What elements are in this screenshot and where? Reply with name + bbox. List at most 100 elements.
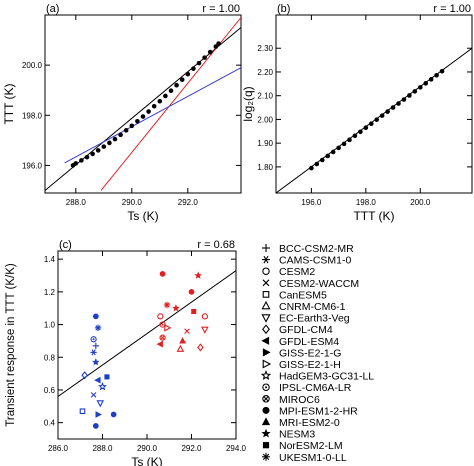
data-point bbox=[374, 117, 380, 122]
data-point bbox=[101, 144, 107, 149]
data-point bbox=[407, 93, 412, 98]
x-tick-label: 196.0 bbox=[301, 198, 322, 207]
legend-entry: GISS-E2-1-H bbox=[262, 359, 341, 371]
fit-line bbox=[276, 47, 472, 193]
x-tick-label: 292.0 bbox=[181, 444, 202, 453]
legend-marker bbox=[260, 370, 272, 381]
model-point bbox=[159, 271, 166, 277]
legend-label: MPI-ESM1-2-HR bbox=[279, 405, 358, 417]
legend-marker bbox=[262, 348, 271, 357]
x-tick-label: 294.0 bbox=[226, 444, 247, 453]
y-tick-label: 1.80 bbox=[257, 163, 273, 172]
model-point bbox=[92, 313, 99, 320]
y-tick-label: 1.0 bbox=[44, 321, 56, 330]
data-point bbox=[363, 125, 369, 131]
legend-entry: CAMS-CSM1-0 bbox=[262, 255, 352, 267]
data-point bbox=[216, 41, 221, 46]
x-axis-label: Ts (K) bbox=[127, 209, 158, 223]
x-tick-label: 290.0 bbox=[137, 444, 158, 453]
model-point bbox=[90, 349, 97, 356]
legend-marker bbox=[262, 267, 270, 275]
legend-label: CNRM-CM6-1 bbox=[279, 301, 346, 313]
data-point bbox=[196, 60, 202, 66]
model-point bbox=[94, 324, 102, 332]
panel-b: 196.0 198.0 200.0 1.80 1.90 2.00 2.10 2.20 2.30 (… bbox=[241, 3, 473, 223]
legend-marker bbox=[261, 428, 271, 438]
data-point bbox=[330, 149, 336, 155]
legend-label: CAMS-CSM1-0 bbox=[279, 255, 352, 267]
panel-label: (b) bbox=[277, 3, 290, 15]
y-tick-label: 0.4 bbox=[44, 419, 56, 428]
legend-label: EC-Earth3-Veg bbox=[279, 313, 350, 325]
model-point bbox=[104, 374, 110, 380]
panel-c: 286.0 288.0 290.0 292.0 294.0 0.4 0.6 0.8 1.0 1.2… bbox=[5, 239, 247, 466]
model-point bbox=[172, 304, 180, 312]
data-point bbox=[146, 109, 151, 114]
model-point bbox=[96, 400, 105, 408]
legend-label: HadGEM3-GC31-LL bbox=[279, 371, 374, 383]
x-tick-label: 286.0 bbox=[48, 444, 69, 453]
y-axis-label: log₂(q) bbox=[241, 86, 255, 121]
data-point bbox=[185, 71, 191, 77]
legend-entry: MRI-ESM2-0 bbox=[261, 417, 340, 429]
legend-label: GFDL-CM4 bbox=[279, 324, 333, 336]
y-tick-label: 2.20 bbox=[257, 68, 273, 77]
model-point bbox=[95, 411, 102, 418]
x-tick-label: 288.0 bbox=[92, 444, 113, 453]
data-point bbox=[325, 153, 331, 159]
data-point bbox=[123, 128, 129, 133]
data-point bbox=[417, 85, 423, 90]
legend-marker bbox=[262, 359, 272, 369]
legend-label: MRI-ESM2-0 bbox=[279, 417, 340, 429]
legend-marker bbox=[262, 255, 270, 264]
y-tick-label: 196.0 bbox=[22, 161, 43, 170]
model-point bbox=[79, 408, 86, 414]
legend-entry: NorESM2-LM bbox=[262, 440, 343, 452]
model-point bbox=[201, 326, 209, 334]
r-label: r = 1.00 bbox=[433, 3, 471, 15]
model-point bbox=[90, 392, 97, 398]
legend-marker bbox=[262, 442, 270, 449]
y-tick-label: 1.90 bbox=[257, 139, 273, 148]
plot-frame bbox=[44, 14, 242, 194]
y-axis-label: TTT (K) bbox=[2, 83, 16, 124]
model-point bbox=[90, 336, 97, 343]
panel-label: (a) bbox=[46, 3, 59, 15]
y-tick-label: 1.4 bbox=[44, 255, 56, 264]
y-axis-label: Transient response in TTT (K/K) bbox=[5, 263, 17, 427]
model-point bbox=[179, 337, 186, 344]
data-point bbox=[174, 82, 179, 88]
x-tick-label: 290.0 bbox=[122, 198, 143, 207]
model-point bbox=[94, 376, 101, 384]
data-point bbox=[213, 44, 219, 49]
legend-label: CanESM5 bbox=[279, 289, 327, 301]
legend-label: GFDL-ESM4 bbox=[279, 336, 339, 348]
y-tick-label: 198.0 bbox=[22, 111, 43, 120]
data-point bbox=[358, 129, 363, 135]
data-point bbox=[95, 148, 101, 153]
data-point bbox=[168, 88, 174, 94]
data-point bbox=[423, 81, 429, 86]
legend-entry: MPI-ESM1-2-HR bbox=[262, 405, 358, 417]
data-point bbox=[151, 103, 157, 109]
legend-entry: GFDL-ESM4 bbox=[261, 336, 339, 348]
model-point bbox=[184, 328, 190, 334]
model-point bbox=[92, 342, 100, 350]
data-point bbox=[135, 118, 140, 124]
data-point bbox=[401, 97, 407, 102]
data-point bbox=[157, 98, 163, 104]
legend-marker bbox=[261, 314, 271, 323]
x-tick-label: 292.0 bbox=[178, 198, 199, 207]
model-point bbox=[191, 308, 197, 315]
data-point bbox=[379, 113, 385, 118]
legend-entry: NESM3 bbox=[261, 428, 315, 441]
legend-label: GISS-E2-1-H bbox=[279, 359, 341, 371]
legend-entry: EC-Earth3-Veg bbox=[261, 313, 350, 325]
y-tick-label: 200.0 bbox=[22, 61, 43, 70]
plot-frame bbox=[275, 14, 473, 194]
data-point bbox=[336, 145, 341, 151]
legend-marker bbox=[262, 406, 270, 414]
legend-entry: CESM2 bbox=[262, 266, 315, 278]
legend-marker bbox=[262, 324, 270, 335]
